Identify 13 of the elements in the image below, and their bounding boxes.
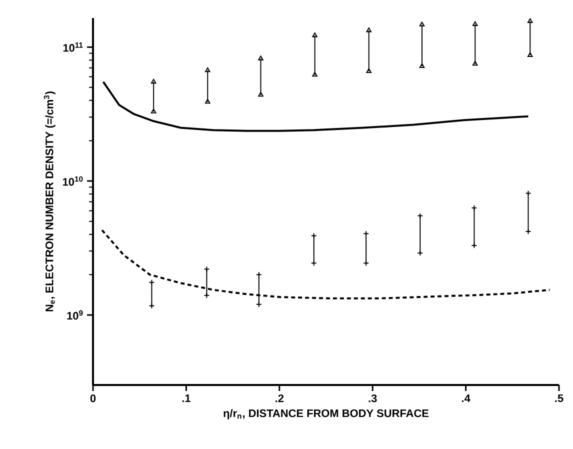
y-axis-title: N$_{e}$, ELECTRON NUMBER DENSITY (=/cm$^{3}$) [44,91,56,312]
x-tick-label: .1 [182,394,190,402]
x-tick-label: 0 [90,394,96,402]
y-tick-label: 10$^{11}$ [63,42,83,52]
x-tick-label: .2 [276,394,284,402]
y-tick-label: 10$^{10}$ [62,176,83,186]
x-tick-label: .5 [555,394,564,402]
line-series [102,80,530,132]
y-tick-label: 10$^{9}$ [67,310,83,320]
x-tick-label: .4 [462,394,470,402]
line-series [101,229,551,300]
x-axis-title: η/r$_{n}$, DISTANCE FROM BODY SURFACE [224,409,429,420]
x-tick-label: .3 [368,394,377,402]
